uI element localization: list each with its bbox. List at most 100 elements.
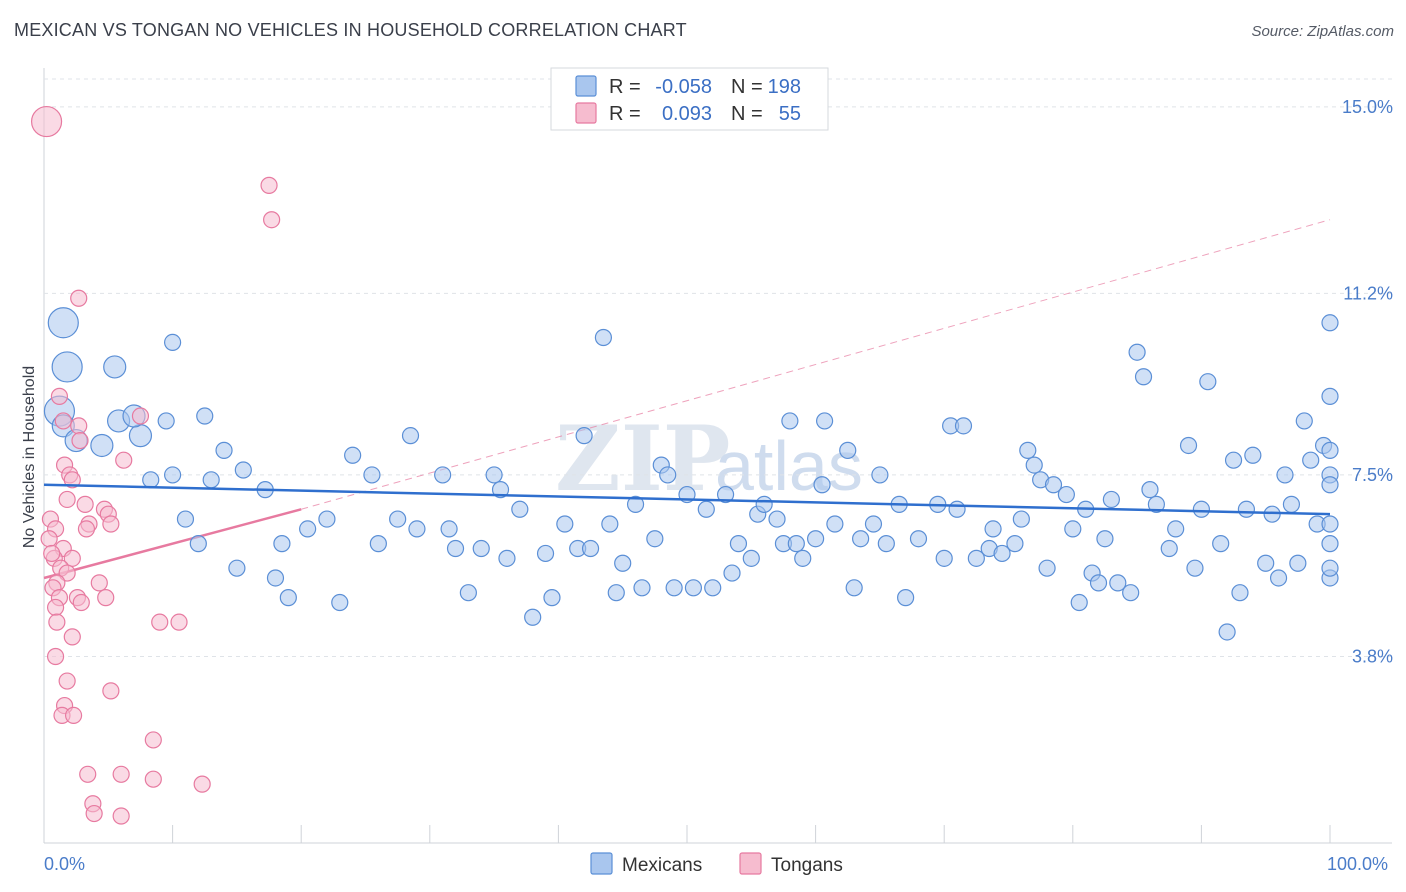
mexicans-point (723, 564, 741, 582)
mexicans-points (43, 307, 1339, 641)
tongans-point (71, 431, 89, 450)
mexicans-point (1044, 476, 1063, 494)
mexicans-point (1134, 368, 1153, 386)
x-tick-label-max: 100.0% (1327, 854, 1388, 874)
mexicans-point (202, 471, 220, 489)
mexicans-point (485, 466, 503, 484)
y-tick-label: 3.8% (1352, 647, 1393, 667)
mexicans-point (164, 466, 182, 484)
mexicans-point (575, 427, 593, 445)
y-tick-label: 11.2% (1343, 283, 1393, 303)
mexicans-point (1192, 500, 1211, 518)
bottom-legend-label-tongans: Tongans (771, 855, 843, 876)
mexicans-point (1212, 535, 1230, 553)
tongans-point (64, 706, 83, 724)
mexicans-point (273, 535, 291, 553)
mexicans-point (344, 446, 362, 464)
mexicans-point (1321, 387, 1339, 405)
mexicans-point (234, 461, 252, 479)
mexicans-point (1218, 623, 1236, 641)
legend-r-label-tongans: R = (609, 103, 641, 125)
mexicans-point (401, 427, 420, 445)
mexicans-point (536, 544, 555, 563)
mexicans-point (1321, 559, 1339, 577)
mexicans-point (607, 584, 625, 602)
mexicans-point (47, 307, 79, 339)
mexicans-point (1122, 584, 1140, 602)
mexicans-point (659, 466, 677, 484)
tongans-point (63, 628, 81, 646)
mexicans-point (556, 515, 574, 533)
mexicans-point (1128, 343, 1146, 361)
legend-swatch-tongans (575, 102, 597, 124)
mexicans-point (1141, 481, 1159, 499)
mexicans-point (369, 535, 387, 553)
mexicans-point (1289, 554, 1307, 572)
tongans-point (54, 412, 72, 430)
tongans-point (97, 589, 115, 607)
tongans-point (77, 520, 96, 538)
mexicans-point (1019, 441, 1037, 459)
mexicans-point (472, 539, 490, 558)
mexicans-point (594, 328, 613, 347)
mexicans-point (1167, 520, 1185, 538)
mexicans-point (176, 510, 195, 528)
mexicans-point (839, 441, 857, 459)
mexicans-trend (43, 483, 1331, 516)
mexicans-point (511, 500, 529, 518)
legend-n-label-tongans: N = (731, 103, 763, 125)
mexicans-point (1302, 451, 1320, 469)
tongans-point (193, 775, 211, 793)
tongans-point (48, 613, 66, 631)
mexicans-point (1012, 510, 1030, 528)
tongans-point (63, 471, 81, 489)
mexicans-point (1064, 520, 1082, 538)
mexicans-point (142, 471, 160, 489)
mexicans-point (1244, 446, 1262, 464)
mexicans-point (543, 589, 561, 607)
mexicans-point (524, 608, 542, 626)
mexicans-point (816, 412, 834, 430)
mexicans-point (1096, 530, 1114, 548)
mexicans-point (103, 355, 127, 379)
mexicans-point (993, 544, 1011, 563)
legend-n-value-mexicans: 198 (768, 76, 801, 98)
mexicans-trend-solid (43, 483, 1331, 516)
legend-r-value-mexicans: -0.058 (655, 76, 712, 98)
tongans-point (151, 613, 169, 631)
mexicans-point (440, 520, 458, 538)
mexicans-point (318, 510, 336, 528)
mexicans-point (491, 481, 510, 499)
mexicans-point (1147, 495, 1165, 513)
mexicans-point (852, 530, 870, 548)
mexicans-point (215, 441, 233, 459)
tongans-point (170, 613, 188, 631)
mexicans-point (897, 589, 915, 607)
mexicans-point (806, 530, 825, 548)
tongans-trend (43, 219, 1331, 580)
mexicans-point (787, 535, 805, 553)
mexicans-point (813, 476, 831, 494)
tongans-point (131, 407, 150, 425)
bottom-legend-label-mexicans: Mexicans (622, 855, 702, 876)
mexicans-point (871, 466, 889, 484)
y-tick-label: 15.0% (1342, 97, 1393, 117)
mexicans-point (633, 579, 651, 597)
tongans-point (90, 574, 108, 592)
bottom-legend-swatch-tongans (739, 852, 762, 875)
tongans-point (144, 770, 162, 788)
mexicans-point (299, 520, 317, 538)
mexicans-point (1321, 535, 1339, 553)
mexicans-point (1276, 466, 1294, 484)
mexicans-point (164, 333, 182, 352)
tongans-point (43, 544, 61, 563)
mexicans-point (781, 412, 799, 430)
mexicans-point (729, 535, 748, 553)
y-tick-labels: 3.8% 7.5% 11.2% 15.0% (1342, 97, 1393, 667)
mexicans-point (1295, 412, 1313, 430)
tongans-points (30, 105, 281, 825)
tongans-point (76, 495, 94, 513)
mexicans-point (228, 559, 246, 577)
mexicans-point (864, 515, 883, 533)
